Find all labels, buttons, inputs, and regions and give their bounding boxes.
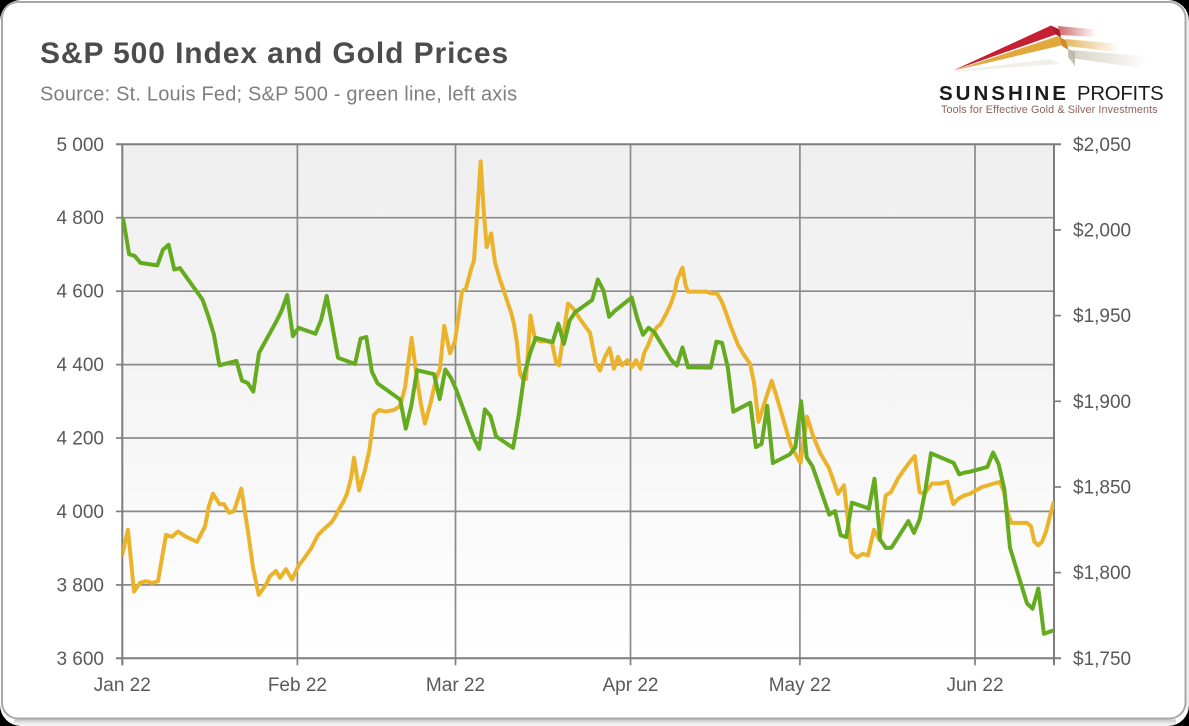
svg-text:Source: St. Louis Fed; S&P 500: Source: St. Louis Fed; S&P 500 - green l… [40,84,517,106]
svg-text:$2,000: $2,000 [1073,221,1131,242]
svg-text:May 22: May 22 [769,675,831,696]
svg-text:5 000: 5 000 [56,135,104,156]
svg-text:3 800: 3 800 [56,575,104,596]
svg-text:SUNSHINE: SUNSHINE [939,82,1069,105]
svg-text:4 400: 4 400 [56,355,104,376]
svg-text:Jan 22: Jan 22 [94,675,151,696]
svg-text:PROFITS: PROFITS [1077,83,1164,105]
svg-text:Mar 22: Mar 22 [426,675,485,696]
svg-text:Apr 22: Apr 22 [603,675,659,696]
svg-text:$1,850: $1,850 [1073,478,1131,499]
svg-text:$1,950: $1,950 [1073,306,1131,327]
svg-text:Tools for Effective Gold & Sil: Tools for Effective Gold & Silver Invest… [941,104,1158,116]
svg-text:$1,900: $1,900 [1073,392,1131,413]
svg-text:4 200: 4 200 [56,429,104,450]
svg-text:S&P 500 Index and Gold Prices: S&P 500 Index and Gold Prices [40,37,509,70]
svg-text:3 600: 3 600 [56,649,104,670]
svg-text:$1,750: $1,750 [1073,649,1131,670]
svg-text:$2,050: $2,050 [1073,135,1131,156]
svg-text:Feb 22: Feb 22 [268,675,327,696]
svg-text:4 000: 4 000 [56,502,104,523]
svg-text:4 800: 4 800 [56,208,104,229]
svg-text:Jun 22: Jun 22 [946,675,1003,696]
svg-text:4 600: 4 600 [56,282,104,303]
svg-text:$1,800: $1,800 [1073,563,1131,584]
